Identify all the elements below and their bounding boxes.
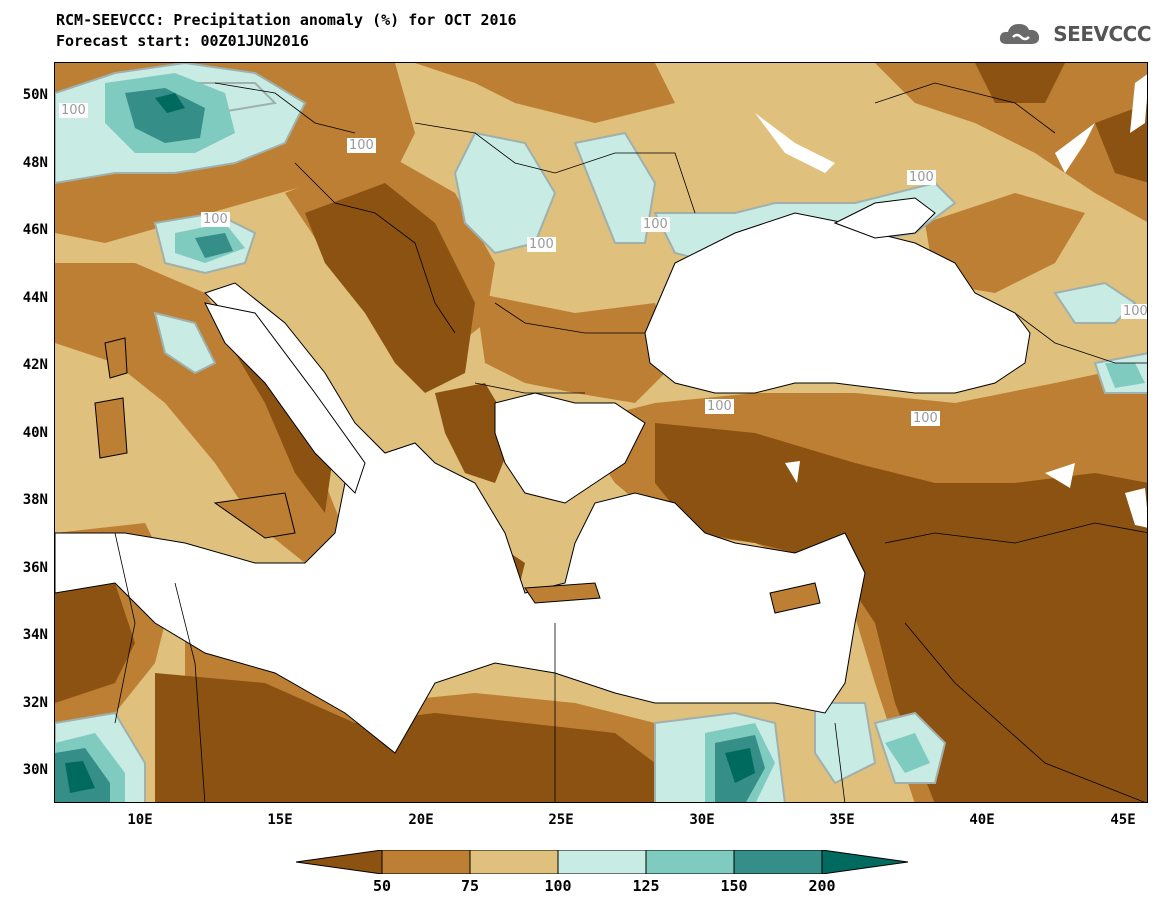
white-gaps	[755, 74, 1147, 528]
band-below-50	[55, 63, 1147, 802]
lat-label: 34N	[22, 627, 48, 643]
colorbar-label: 150	[720, 877, 748, 895]
contour-label: 100	[705, 399, 734, 414]
colorbar-swatch-150-200	[733, 850, 823, 874]
colorbar-swatch-50-75	[381, 850, 471, 874]
contour-label: 100	[527, 237, 556, 252]
lat-label: 42N	[22, 357, 48, 373]
lon-label: 35E	[829, 812, 855, 828]
islands	[94, 337, 821, 614]
contour-label: 100	[641, 217, 670, 232]
colorbar-swatch-125-150	[645, 850, 735, 874]
contour-label: 100	[911, 411, 940, 426]
colorbar	[296, 850, 912, 874]
contour-label: 100	[347, 138, 376, 153]
lat-label: 40N	[22, 425, 48, 441]
cloud-logo-icon	[1000, 24, 1040, 44]
band-above-200	[65, 93, 755, 793]
contour-label: 100	[201, 212, 230, 227]
colorbar-swatch-100-125	[557, 850, 647, 874]
contour-label: 100	[907, 170, 936, 185]
lat-label: 32N	[22, 695, 48, 711]
brand-name: SEEVCCC	[1053, 22, 1151, 46]
anomaly-map: 100 100 100 100 100 100 100 100 100	[54, 62, 1148, 803]
lat-label: 36N	[22, 560, 48, 576]
colorbar-label: 125	[632, 877, 660, 895]
lat-label: 46N	[22, 222, 48, 238]
lon-label: 15E	[267, 812, 293, 828]
lon-label: 40E	[969, 812, 995, 828]
colorbar-swatch-75-100	[469, 850, 559, 874]
lat-label: 38N	[22, 492, 48, 508]
colorbar-label: 50	[372, 877, 392, 895]
colorbar-swatch-above-200	[821, 850, 909, 874]
lon-label: 25E	[548, 812, 574, 828]
contour-label: 100	[1121, 304, 1148, 319]
lat-label: 50N	[22, 87, 48, 103]
brand-logo: SEEVCCC	[997, 20, 1151, 48]
lat-label: 44N	[22, 290, 48, 306]
colorbar-label: 100	[544, 877, 572, 895]
lon-label: 45E	[1110, 812, 1136, 828]
lon-label: 20E	[408, 812, 434, 828]
colorbar-swatch-below-50	[296, 850, 383, 874]
map-title: RCM-SEEVCCC: Precipitation anomaly (%) f…	[56, 10, 517, 52]
colorbar-label: 200	[808, 877, 836, 895]
lat-label: 48N	[22, 155, 48, 171]
map-canvas	[55, 63, 1147, 802]
title-line-2: Forecast start: 00Z01JUN2016	[56, 32, 309, 50]
lon-label: 30E	[689, 812, 715, 828]
country-borders	[114, 82, 1147, 802]
title-line-1: RCM-SEEVCCC: Precipitation anomaly (%) f…	[56, 11, 517, 29]
contour-label: 100	[59, 103, 88, 118]
lat-label: 30N	[22, 762, 48, 778]
sea-areas	[55, 197, 1031, 754]
colorbar-label: 75	[460, 877, 480, 895]
lon-label: 10E	[127, 812, 153, 828]
colorbar-swatches	[296, 850, 909, 874]
